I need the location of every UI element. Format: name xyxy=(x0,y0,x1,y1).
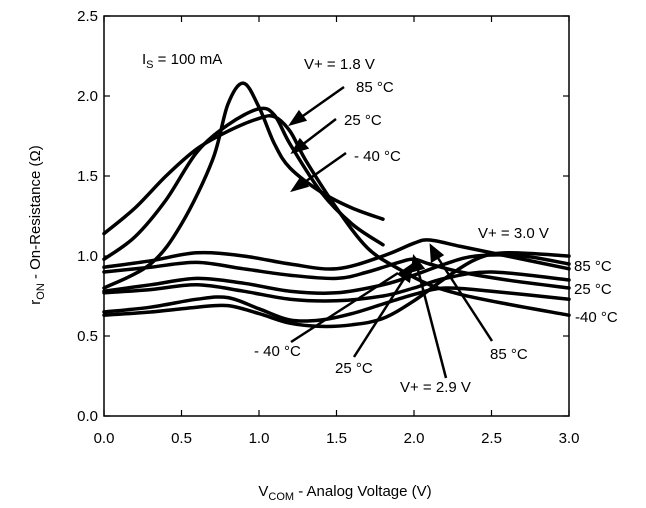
x-tick-label: 0.0 xyxy=(94,430,115,447)
supply-3-0v-label: V+ = 3.0 V xyxy=(478,225,549,242)
leader-85c-bottom xyxy=(436,257,494,342)
series-line-6 xyxy=(102,253,571,295)
supply-1-8v-label: V+ = 1.8 V xyxy=(304,56,375,73)
x-tick-label: 3.0 xyxy=(559,430,580,447)
temp-minus40c-label-bottom: - 40 °C xyxy=(254,343,301,360)
arrowhead-minus40c-top xyxy=(290,175,310,193)
y-tick-label: 0.0 xyxy=(77,408,98,425)
arrowhead-bottom xyxy=(396,262,414,284)
x-tick-label: 1.5 xyxy=(326,430,347,447)
supply-2-9v-label: V+ = 2.9 V xyxy=(400,379,471,396)
leader-minus40c-bottom xyxy=(290,271,399,344)
temp-minus40c-label-right: -40 °C xyxy=(575,309,618,326)
series-lines xyxy=(102,81,571,329)
y-tick-label: 2.0 xyxy=(77,88,98,105)
temp-85c-label-top: 85 °C xyxy=(356,79,394,96)
arrowhead-85c-top xyxy=(288,109,308,127)
series-line-5 xyxy=(102,257,571,290)
temp-25c-label-top: 25 °C xyxy=(344,112,382,129)
y-tick-label: 2.5 xyxy=(77,8,98,25)
x-axis-title: VCOM - Analog Voltage (V) xyxy=(258,483,431,503)
x-tick-label: 2.0 xyxy=(404,430,425,447)
y-tick-label: 1.0 xyxy=(77,248,98,265)
x-tick-label: 2.5 xyxy=(481,430,502,447)
arrowhead-85c-bottom xyxy=(429,243,445,264)
y-tick-label: 0.5 xyxy=(77,328,98,345)
series-line-8 xyxy=(102,286,571,323)
series-line-4 xyxy=(102,238,571,271)
x-tick-label: 1.0 xyxy=(249,430,270,447)
series-line-2 xyxy=(102,106,385,261)
leader-85c-top xyxy=(299,85,345,120)
axis-ticks: 0.0 0.5 1.0 1.5 2.0 2.5 3.0 0.0 0.5 1.0 1.5 2.0 2.5 xyxy=(77,8,579,447)
temp-25c-label-right: 25 °C xyxy=(574,281,612,298)
x-tick-label: 0.5 xyxy=(171,430,192,447)
series-line-7 xyxy=(102,270,571,303)
temp-85c-label-bottom: 85 °C xyxy=(490,346,528,363)
y-tick-label: 1.5 xyxy=(77,168,98,185)
series-line-9 xyxy=(102,251,571,329)
test-current-label: IS = 100 mA xyxy=(142,51,222,71)
leader-25c-top xyxy=(301,118,337,146)
arrowhead-2-9v xyxy=(410,254,426,273)
temp-25c-label-bottom: 25 °C xyxy=(335,360,373,377)
leader-2-9v xyxy=(416,269,448,379)
leader-minus40c-top xyxy=(301,151,347,186)
temp-minus40c-label-top: - 40 °C xyxy=(354,148,401,165)
arrowhead-25c-top xyxy=(290,137,310,155)
leader-arrows xyxy=(288,85,494,379)
y-axis-title: rON - On-Resistance (Ω) xyxy=(27,145,47,304)
temp-85c-label-right: 85 °C xyxy=(574,258,612,275)
leader-25c-bottom xyxy=(352,278,406,358)
